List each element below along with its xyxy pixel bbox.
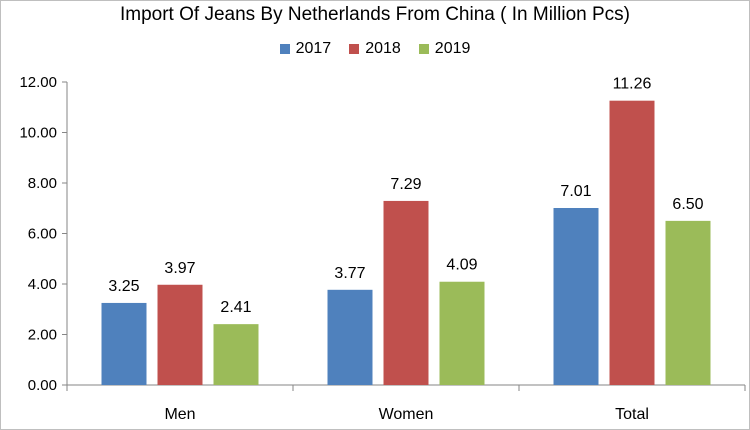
- data-label: 3.25: [108, 278, 139, 295]
- bar-2019-women: [439, 281, 485, 385]
- y-tick-label: 10.00: [19, 125, 57, 142]
- bar-2018-men: [157, 284, 203, 385]
- legend-label-2018: 2018: [365, 40, 401, 57]
- legend-item-2018: 2018: [349, 40, 401, 58]
- data-label: 4.09: [446, 257, 477, 274]
- y-tick-label: 6.00: [28, 226, 57, 243]
- data-label: 7.29: [390, 176, 421, 193]
- legend-item-2017: 2017: [279, 40, 332, 58]
- y-tick-label: 2.00: [28, 327, 57, 344]
- y-tick-label: 0.00: [28, 377, 57, 394]
- legend-swatch-2019: [418, 44, 429, 54]
- data-label: 7.01: [560, 183, 591, 200]
- legend-swatch-2017: [279, 44, 290, 54]
- bar-2019-total: [665, 220, 711, 385]
- legend-label-2019: 2019: [434, 40, 471, 57]
- legend-label-2017: 2017: [295, 40, 332, 57]
- x-category-label: Men: [164, 406, 195, 423]
- bar-2018-total: [609, 100, 655, 385]
- x-category-label: Total: [615, 406, 649, 423]
- legend-swatch-2018: [349, 44, 360, 54]
- data-label: 3.97: [164, 260, 195, 277]
- data-label: 2.41: [220, 299, 251, 316]
- legend-item-2019: 2019: [418, 40, 471, 58]
- x-category-label: Women: [379, 406, 434, 423]
- legend: 2017 2018 2019: [0, 40, 750, 58]
- data-label: 3.77: [334, 265, 365, 282]
- data-label: 11.26: [613, 76, 652, 93]
- bar-2017-women: [327, 289, 373, 385]
- chart-title: Import Of Jeans By Netherlands From Chin…: [119, 4, 630, 25]
- y-tick-label: 12.00: [19, 74, 57, 91]
- data-label: 6.50: [672, 196, 703, 213]
- bar-2017-total: [553, 207, 599, 385]
- bar-2017-men: [101, 302, 147, 385]
- y-tick-label: 8.00: [28, 175, 57, 192]
- y-tick-label: 4.00: [28, 276, 57, 293]
- bar-2019-men: [213, 324, 259, 385]
- bar-2018-women: [383, 200, 429, 385]
